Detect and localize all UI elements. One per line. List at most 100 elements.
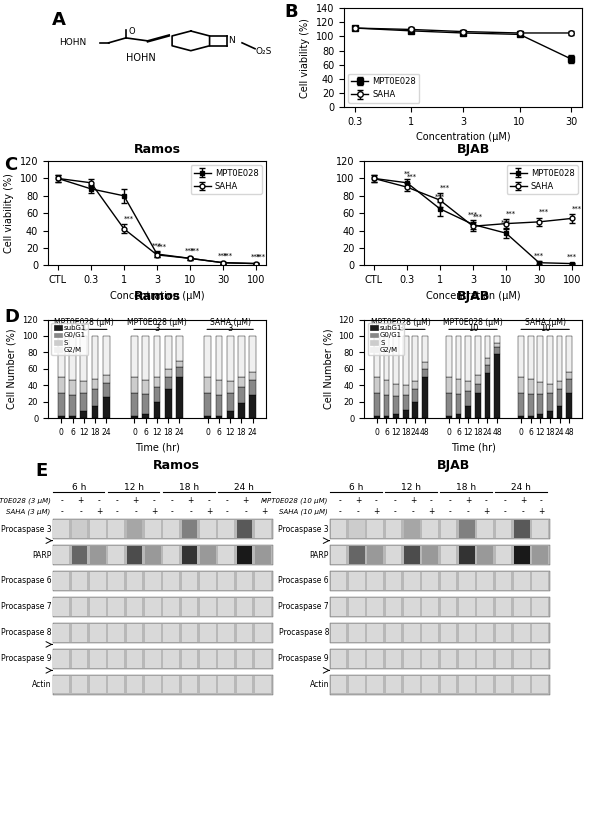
Bar [163,624,179,641]
Bar [90,520,106,538]
Bar [403,385,409,395]
Bar [494,336,500,344]
Y-axis label: Cell Number (%): Cell Number (%) [323,329,333,409]
Bar [53,597,273,617]
Bar [532,599,548,615]
Bar [103,397,110,418]
Bar [393,414,399,418]
Text: Actin: Actin [32,681,52,689]
Text: -: - [171,507,174,516]
Bar [331,624,346,641]
Bar [165,390,172,418]
Bar [204,416,211,418]
Text: +: + [538,507,544,516]
Text: ***: *** [157,243,167,250]
Bar [109,520,124,538]
Bar [182,624,197,641]
Bar [440,599,456,615]
Bar [176,360,183,367]
Bar [422,573,438,589]
Bar [422,362,428,369]
Bar [331,546,346,563]
Bar [349,650,365,667]
Text: 3: 3 [154,324,160,333]
Bar [514,676,530,694]
Text: ***: *** [185,248,195,254]
Bar [145,599,161,615]
Text: +: + [410,496,416,505]
Bar [383,415,389,418]
Bar [566,372,572,379]
Bar [547,394,553,411]
Bar [218,520,234,538]
Bar [227,394,233,411]
Bar [422,336,428,362]
Text: +: + [428,507,434,516]
Bar [518,416,524,418]
Bar [154,387,160,401]
Bar [532,546,548,563]
Title: BJAB: BJAB [457,290,490,303]
Bar [331,520,346,538]
Bar [514,546,530,563]
Legend: subG1, G0/G1, S, G2/M: subG1, G0/G1, S, G2/M [52,323,88,355]
Text: ***: *** [473,213,483,219]
Bar [466,391,471,405]
Text: 3: 3 [227,324,233,333]
Bar [182,573,197,589]
Bar [422,546,438,563]
Bar [422,650,438,667]
Bar [58,377,65,394]
Bar [165,377,172,390]
Text: -: - [79,507,82,516]
Bar [90,599,106,615]
Bar [532,573,548,589]
Bar [249,395,256,418]
Text: -: - [189,507,192,516]
Bar [237,624,253,641]
Bar [237,520,253,538]
Bar [109,676,124,694]
Bar [412,381,418,390]
Bar [109,650,124,667]
Text: 24 h: 24 h [511,483,531,492]
Bar [165,369,172,377]
Bar [518,336,524,377]
Bar [367,520,383,538]
Bar [127,676,142,694]
X-axis label: Time (hr): Time (hr) [451,442,496,452]
Bar [255,676,271,694]
Bar [514,599,530,615]
Bar [383,380,389,395]
Text: SAHA (10 μM): SAHA (10 μM) [279,508,328,515]
Bar [249,380,256,395]
Bar [127,624,142,641]
Bar [218,599,234,615]
Bar [72,599,88,615]
Bar [446,377,452,394]
Text: D: D [4,308,19,326]
Bar [412,401,418,418]
Bar [446,416,452,418]
Bar [459,573,475,589]
Bar [58,416,65,418]
Bar [109,624,124,641]
Bar [393,336,399,384]
Bar [496,676,511,694]
Bar [349,676,365,694]
Text: 18 h: 18 h [456,483,476,492]
Bar [131,394,138,416]
Bar [331,597,550,617]
Text: -: - [503,507,506,516]
Bar [80,336,87,381]
Bar [475,394,481,418]
Text: Procaspase 8: Procaspase 8 [278,629,329,637]
Text: SAHA (μM): SAHA (μM) [524,318,566,327]
Bar [440,624,456,641]
Bar [90,676,106,694]
Bar [440,546,456,563]
Bar [103,383,110,397]
Text: ***: *** [468,212,478,217]
Bar [69,395,76,415]
Bar [200,546,215,563]
